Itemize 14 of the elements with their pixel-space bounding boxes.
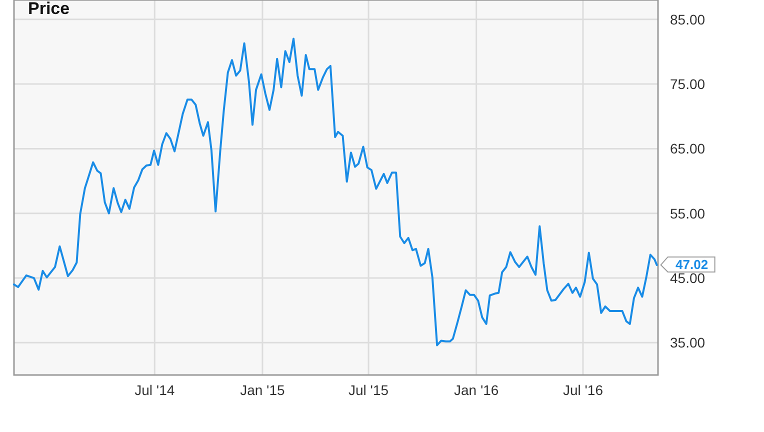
y-tick-label: 55.00 — [670, 205, 706, 222]
x-tick-label: Jan '15 — [240, 382, 286, 398]
y-tick-label: 75.00 — [670, 76, 706, 92]
chart-title: Price — [28, 0, 70, 18]
y-tick-label: 65.00 — [670, 140, 706, 157]
y-tick-label: 35.00 — [670, 334, 706, 351]
annotation: 47.02 — [676, 257, 708, 272]
x-tick-label: Jan '16 — [454, 382, 499, 398]
x-tick-label: Jul '15 — [348, 382, 389, 398]
y-tick-label: 85.00 — [670, 11, 706, 28]
x-tick-label: Jul '14 — [134, 382, 175, 398]
x-tick-label: Jul '16 — [562, 382, 604, 398]
line-series — [13, 38, 658, 346]
y-tick-label: 45.00 — [670, 270, 706, 286]
